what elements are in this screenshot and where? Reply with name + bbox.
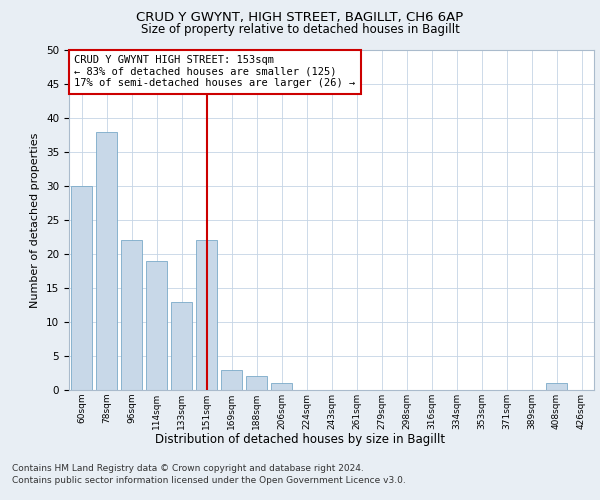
Bar	[221, 370, 242, 390]
Bar	[196, 240, 217, 390]
Bar	[546, 383, 567, 390]
Text: CRUD Y GWYNT HIGH STREET: 153sqm
← 83% of detached houses are smaller (125)
17% : CRUD Y GWYNT HIGH STREET: 153sqm ← 83% o…	[74, 55, 355, 88]
Bar	[246, 376, 267, 390]
Text: CRUD Y GWYNT, HIGH STREET, BAGILLT, CH6 6AP: CRUD Y GWYNT, HIGH STREET, BAGILLT, CH6 …	[136, 11, 464, 24]
Bar	[271, 383, 292, 390]
Bar	[146, 261, 167, 390]
Text: Size of property relative to detached houses in Bagillt: Size of property relative to detached ho…	[140, 22, 460, 36]
Bar	[171, 302, 192, 390]
Bar	[71, 186, 92, 390]
Text: Contains HM Land Registry data © Crown copyright and database right 2024.: Contains HM Land Registry data © Crown c…	[12, 464, 364, 473]
Text: Distribution of detached houses by size in Bagillt: Distribution of detached houses by size …	[155, 432, 445, 446]
Y-axis label: Number of detached properties: Number of detached properties	[31, 132, 40, 308]
Bar	[96, 132, 117, 390]
Bar	[121, 240, 142, 390]
Text: Contains public sector information licensed under the Open Government Licence v3: Contains public sector information licen…	[12, 476, 406, 485]
